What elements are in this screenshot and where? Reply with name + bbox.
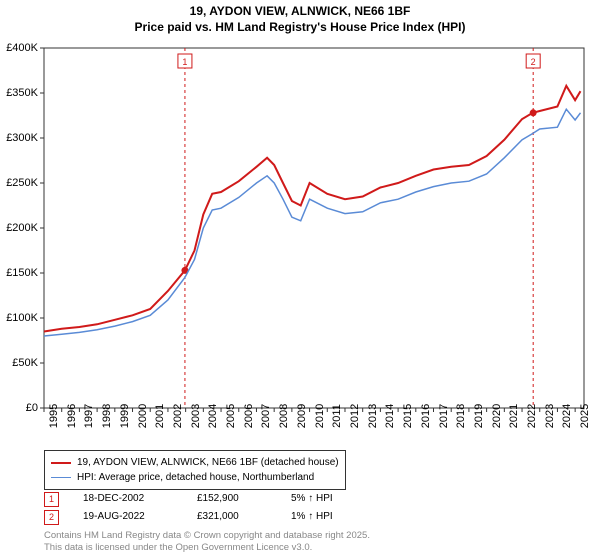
x-tick-label: 2018 — [455, 404, 467, 428]
x-tick-label: 2022 — [526, 404, 538, 428]
y-tick-label: £50K — [0, 357, 38, 369]
x-tick-label: 2015 — [402, 404, 414, 428]
x-tick-label: 1995 — [48, 404, 60, 428]
marker-date: 18-DEC-2002 — [83, 490, 173, 508]
x-tick-label: 1997 — [83, 404, 95, 428]
marker-change: 1% ↑ HPI — [291, 508, 371, 526]
x-tick-label: 2012 — [349, 404, 361, 428]
chart-container: 19, AYDON VIEW, ALNWICK, NE66 1BF Price … — [0, 0, 600, 560]
x-tick-label: 2014 — [384, 404, 396, 428]
x-tick-label: 2013 — [367, 404, 379, 428]
x-tick-label: 2021 — [508, 404, 520, 428]
y-tick-label: £100K — [0, 312, 38, 324]
x-tick-label: 2003 — [190, 404, 202, 428]
y-tick-label: £200K — [0, 222, 38, 234]
x-tick-label: 2005 — [225, 404, 237, 428]
x-tick-label: 2023 — [544, 404, 556, 428]
svg-text:2: 2 — [531, 57, 536, 67]
legend-label: HPI: Average price, detached house, Nort… — [77, 470, 314, 485]
legend-row: HPI: Average price, detached house, Nort… — [51, 470, 339, 485]
credit-line2: This data is licensed under the Open Gov… — [44, 542, 370, 554]
x-tick-label: 2017 — [438, 404, 450, 428]
x-tick-label: 2010 — [314, 404, 326, 428]
x-tick-label: 2019 — [473, 404, 485, 428]
y-tick-label: £150K — [0, 267, 38, 279]
x-tick-label: 2000 — [137, 404, 149, 428]
x-tick-label: 2001 — [154, 404, 166, 428]
y-tick-label: £0 — [0, 402, 38, 414]
credit-text: Contains HM Land Registry data © Crown c… — [44, 530, 370, 555]
y-tick-label: £400K — [0, 42, 38, 54]
x-tick-label: 2002 — [172, 404, 184, 428]
marker-change: 5% ↑ HPI — [291, 490, 371, 508]
legend-swatch — [51, 477, 71, 479]
marker-row: 2 19-AUG-2022 £321,000 1% ↑ HPI — [44, 508, 371, 526]
marker-box: 2 — [44, 510, 59, 525]
x-tick-label: 2008 — [278, 404, 290, 428]
marker-date: 19-AUG-2022 — [83, 508, 173, 526]
y-tick-label: £350K — [0, 87, 38, 99]
x-tick-label: 2025 — [579, 404, 591, 428]
x-tick-label: 2004 — [207, 404, 219, 428]
x-tick-label: 2007 — [260, 404, 272, 428]
svg-text:1: 1 — [182, 57, 187, 67]
y-tick-label: £300K — [0, 132, 38, 144]
x-tick-label: 1996 — [66, 404, 78, 428]
marker-table: 1 18-DEC-2002 £152,900 5% ↑ HPI 2 19-AUG-2022… — [44, 490, 371, 526]
marker-box: 1 — [44, 492, 59, 507]
legend-swatch — [51, 462, 71, 464]
marker-row: 1 18-DEC-2002 £152,900 5% ↑ HPI — [44, 490, 371, 508]
x-tick-label: 2020 — [491, 404, 503, 428]
x-tick-label: 2024 — [561, 404, 573, 428]
legend-row: 19, AYDON VIEW, ALNWICK, NE66 1BF (detac… — [51, 455, 339, 470]
legend-label: 19, AYDON VIEW, ALNWICK, NE66 1BF (detac… — [77, 455, 339, 470]
legend: 19, AYDON VIEW, ALNWICK, NE66 1BF (detac… — [44, 450, 346, 490]
x-tick-label: 1999 — [119, 404, 131, 428]
marker-price: £152,900 — [197, 490, 267, 508]
x-tick-label: 2016 — [420, 404, 432, 428]
marker-price: £321,000 — [197, 508, 267, 526]
credit-line1: Contains HM Land Registry data © Crown c… — [44, 530, 370, 542]
x-tick-label: 2011 — [331, 404, 343, 428]
y-tick-label: £250K — [0, 177, 38, 189]
x-tick-label: 2006 — [243, 404, 255, 428]
x-tick-label: 2009 — [296, 404, 308, 428]
x-tick-label: 1998 — [101, 404, 113, 428]
